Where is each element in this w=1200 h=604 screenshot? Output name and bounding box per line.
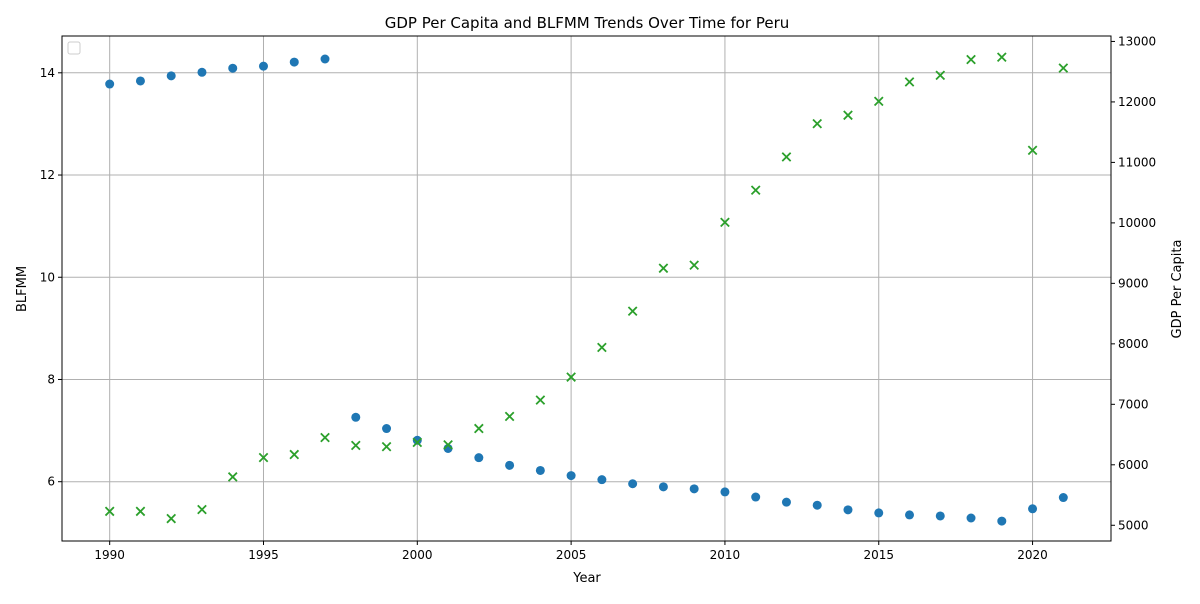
blfmm-point [351,412,361,422]
x-tick-label: 1995 [248,548,279,562]
gdp-point [597,342,607,353]
left-y-tick-label: 12 [40,168,55,182]
left-y-axis-label: BLFMM [15,266,30,312]
blfmm-point [812,500,822,510]
legend-box [67,41,81,55]
blfmm-point [289,57,299,67]
gdp-point [627,306,638,317]
right-y-tick-label: 6000 [1118,458,1149,472]
blfmm-point [166,71,176,81]
x-tick-label: 1990 [94,548,125,562]
gdp-point [873,96,884,107]
grid-lines [62,36,1111,541]
blfmm-point [320,54,330,64]
blfmm-point [135,76,145,86]
right-y-tick-label: 12000 [1118,95,1156,109]
blfmm-point [197,67,207,77]
gdp-point [197,504,207,515]
blfmm-point [1028,504,1038,514]
blfmm-point [258,61,268,71]
left-y-tick-label: 14 [40,66,55,80]
gdp-point [658,263,669,274]
gdp-point [996,52,1007,63]
gdp-point [966,54,976,65]
gdp-point [443,440,453,450]
gdp-point [843,110,853,121]
gdp-point [350,440,361,451]
gdp-point [935,70,946,81]
gdp-point [720,217,730,228]
blfmm-point [228,63,238,73]
blfmm-point [1058,493,1068,503]
x-axis-label: Year [572,571,601,586]
gdp-point [104,506,115,517]
left-y-tick-label: 6 [47,475,55,489]
gdp-point [381,441,392,452]
blfmm-point [535,465,545,475]
right-y-tick-label: 9000 [1118,276,1149,290]
blfmm-point [935,511,945,521]
blfmm-point [105,79,115,89]
blfmm-point [628,479,638,489]
blfmm-point [905,510,915,520]
blfmm-point [658,482,668,492]
left-y-tick-label: 10 [40,270,55,284]
x-tick-label: 2005 [556,548,587,562]
gdp-point [750,185,761,196]
blfmm-point [412,435,422,445]
right-y-tick-label: 8000 [1118,337,1149,351]
blfmm-point [382,424,392,434]
blfmm-point [751,492,761,502]
gdp-point [504,411,515,422]
blfmm-point [874,508,884,518]
gdp-point [689,260,700,271]
blfmm-point [720,487,730,497]
chart-title: GDP Per Capita and BLFMM Trends Over Tim… [385,14,790,32]
x-tick-label: 2010 [710,548,741,562]
gdp-point [227,472,238,482]
blfmm-point [505,460,515,470]
right-y-tick-label: 5000 [1118,518,1149,532]
data-points [104,52,1069,526]
blfmm-point [781,497,791,507]
right-y-tick-label: 13000 [1118,34,1156,48]
gdp-point [566,372,576,382]
gdp-point [135,506,146,517]
blfmm-point [997,516,1007,526]
gdp-point [535,395,546,405]
blfmm-point [689,484,699,494]
gdp-point [166,513,177,524]
x-tick-label: 2000 [402,548,433,562]
gdp-point [258,452,269,463]
gdp-point [320,432,330,443]
right-y-tick-label: 10000 [1118,216,1156,230]
right-y-tick-label: 7000 [1118,397,1149,411]
blfmm-point [597,475,607,485]
blfmm-point [474,453,484,463]
x-tick-label: 2015 [863,548,894,562]
gdp-point [1058,63,1069,73]
left-y-tick-label: 8 [47,372,55,386]
gdp-point [1027,145,1038,156]
right-y-tick-label: 11000 [1118,155,1156,169]
blfmm-point [566,471,576,481]
gdp-point [904,77,915,87]
plot-frame [61,35,1112,542]
axes: 1990 1995 2000 2005 2010 2015 2020 6 8 10 12 14 5000… [40,34,1156,562]
gdp-point [289,449,300,460]
blfmm-point [966,513,976,523]
right-y-axis-label: GDP Per Capita [1170,240,1185,339]
gdp-point [412,437,423,448]
x-tick-label: 2020 [1017,548,1048,562]
gdp-point [473,423,484,434]
gdp-point [812,118,823,129]
gdp-point [781,152,792,162]
blfmm-point [843,505,853,515]
